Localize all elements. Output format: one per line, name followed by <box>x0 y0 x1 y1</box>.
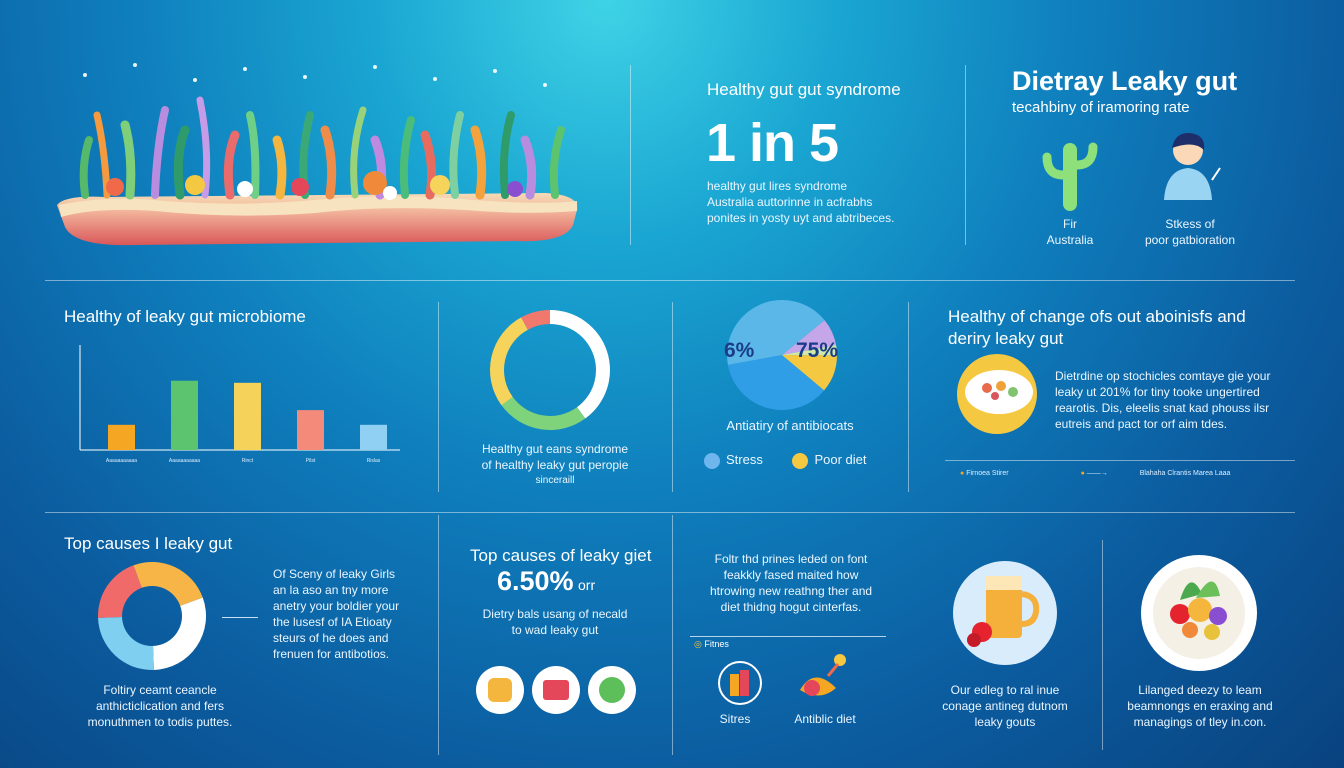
connector-line <box>222 617 258 618</box>
top-causes-title: Top causes I leaky gut <box>64 534 233 553</box>
slice-1 <box>98 617 154 670</box>
bar-1 <box>171 380 198 450</box>
six-fifty-stat: 6.50% orr <box>497 566 596 596</box>
x-tick-label: Pilst <box>306 458 316 464</box>
person-caption: Stkess of poor gatbioration <box>1144 217 1236 247</box>
change-title: Healthy of change ofs out aboinisfs and … <box>948 307 1246 348</box>
juice-drink-icon <box>953 561 1057 665</box>
drink-caption: Our edleg to ral inue conage antineg dut… <box>942 683 1068 729</box>
dietray-subtitle: tecahbiny of iramoring rate <box>1012 99 1190 116</box>
bar-3 <box>297 410 324 450</box>
slice-3 <box>521 310 550 330</box>
food-bowl-icon <box>957 354 1037 434</box>
stress-text: Foltr thd prines leded on font feakkly f… <box>709 552 873 614</box>
person-icon <box>1164 132 1221 200</box>
divider <box>45 280 1295 281</box>
change-text: Dietrdine op stochicles comtaye gie your… <box>1055 369 1271 431</box>
bar-4 <box>360 424 387 450</box>
divider <box>672 302 673 492</box>
x-tick-label: Rislas <box>367 458 381 464</box>
stress-legend-dot <box>704 452 720 469</box>
top-causes-2-title: Top causes of leaky giet <box>470 546 652 565</box>
microbiome-illustration <box>57 63 578 246</box>
causes-2-text: Dietry bals usang of necald to wad leaky… <box>482 607 628 637</box>
divider <box>672 515 673 755</box>
divider <box>1102 540 1103 750</box>
pie-label-left: 6% <box>724 339 755 362</box>
bar-2 <box>234 382 261 450</box>
divider <box>690 636 886 637</box>
divider <box>965 65 966 245</box>
slice-4 <box>782 355 837 391</box>
microbiome-chart-title: Healthy of leaky gut microbiome <box>64 307 306 326</box>
slice-0 <box>550 310 610 419</box>
change-mini-legend: ● Firnoea Stirer ● ——→ Blahaha Clrantis … <box>960 470 1231 477</box>
slice-2 <box>782 320 837 355</box>
cactus-icon <box>1042 142 1098 211</box>
x-tick-label: Rinct <box>242 458 254 464</box>
food-plate-icon <box>1141 555 1257 671</box>
gut-icon <box>588 666 636 714</box>
slice-0 <box>727 355 825 410</box>
bar-0 <box>108 424 135 450</box>
causes-donut-chart <box>98 562 206 670</box>
divider <box>438 302 439 492</box>
causes-caption: Foltiry ceamt ceancle anthicticlication … <box>87 683 233 729</box>
slice-2 <box>490 317 528 406</box>
antiblic-diet-label: Antiblic diet <box>794 712 856 726</box>
fruit-icon <box>800 654 846 696</box>
gut-syndrome-text: healthy gut lires syndrome Australia aut… <box>707 179 895 225</box>
divider <box>945 460 1295 461</box>
poor-diet-legend-dot <box>792 452 809 469</box>
food-caption: Lilanged deezy to leam beamnongs en erax… <box>1127 683 1273 729</box>
donut-caption: Healthy gut eans syndrome of healthy lea… <box>481 442 629 486</box>
dietray-title: Dietray Leaky gut <box>1012 66 1238 96</box>
gut-syndrome-title: Healthy gut gut syndrome <box>707 80 901 99</box>
x-tick-label: Aaaaaaaaaaa <box>106 458 137 464</box>
x-tick-label: Aaaaaaaaaaa <box>169 458 200 464</box>
slice-2 <box>98 565 142 618</box>
divider <box>908 302 909 492</box>
pie-label-right: 75% <box>796 339 839 362</box>
slice-0 <box>153 597 206 670</box>
slice-1 <box>501 397 586 430</box>
divider <box>45 512 1295 513</box>
causes-side-text: Of Sceny of leaky Girls an la aso an tny… <box>273 567 400 661</box>
fitness-mini-label: ◎ Fitnes <box>694 639 729 649</box>
slice-3 <box>782 345 837 356</box>
divider <box>630 65 631 245</box>
gut-donut-chart <box>490 310 610 430</box>
microbiome-bar-chart: Aaaaaaaaaaa Aaaaaaaaaaa Rinct Pilst Rislas <box>79 345 400 464</box>
food-box-icon <box>532 666 580 714</box>
one-in-five-stat: 1 in 5 <box>706 113 839 173</box>
pencil-cup-icon <box>718 661 762 705</box>
slice-1 <box>727 300 825 365</box>
pie-legend: Stress Poor diet <box>704 452 867 469</box>
divider <box>438 515 439 755</box>
pie-caption: Antiatiry of antibiocats <box>726 418 854 433</box>
sitres-label: Sitres <box>719 712 751 726</box>
antibiotics-pie-chart <box>727 300 837 410</box>
stress-icon <box>476 666 524 714</box>
slice-3 <box>133 562 203 606</box>
cactus-caption: Fir Australia <box>1046 217 1094 247</box>
